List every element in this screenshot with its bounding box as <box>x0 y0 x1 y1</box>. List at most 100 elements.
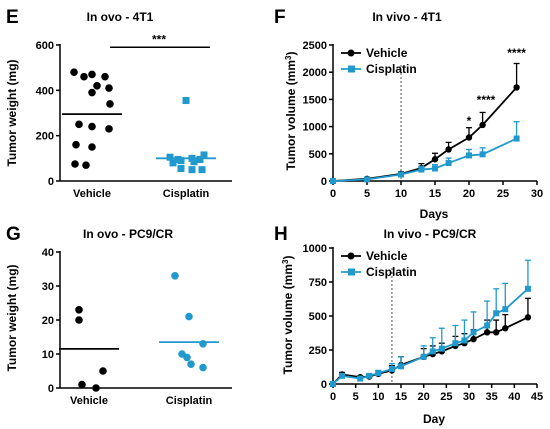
panel-h-y-tick-label: 250 <box>309 345 327 357</box>
panel-e-y-tick-label: 200 <box>36 131 54 143</box>
panel-f-x-tick-label: 15 <box>429 188 441 200</box>
panel-h-point-cisplatin <box>388 366 395 373</box>
panel-e-y-tick-label: 400 <box>36 85 54 97</box>
panel-e-point-vehicle <box>80 72 88 81</box>
panel-h-point-cisplatin <box>493 310 500 317</box>
panel-f-point-vehicle <box>479 121 486 129</box>
panel-e-title: In ovo - 4T1 <box>87 10 154 24</box>
panel-g-point-vehicle <box>99 367 107 375</box>
legend-marker-cisplatin <box>348 268 355 276</box>
panel-g-title: In ovo - PC9/CR <box>83 227 173 241</box>
panel-e-point-vehicle <box>82 161 90 169</box>
panel-g-y-tick-label: 30 <box>42 281 54 293</box>
panel-g-point-vehicle <box>75 316 83 324</box>
panel-f-significance-label: **** <box>507 46 526 60</box>
panel-h-point-cisplatin <box>366 372 373 379</box>
legend-label-cisplatin: Cisplatin <box>366 62 417 76</box>
panel-h-point-cisplatin <box>502 306 509 313</box>
panel-g-point-vehicle <box>75 306 83 314</box>
panel-g-point-cisplatin <box>185 312 193 321</box>
panel-e-point-cisplatin <box>190 158 198 166</box>
panel-h-x-tick-label: 30 <box>463 391 475 403</box>
legend-label-vehicle: Vehicle <box>366 46 408 60</box>
panel-e-y-axis-label: Tumor weight (mg) <box>5 59 19 166</box>
panel-f-point-cisplatin <box>466 152 472 159</box>
panel-h-x-axis-label: Day <box>423 412 445 426</box>
panel-f-significance-label: * <box>467 114 472 128</box>
panel-f-x-tick-label: 20 <box>463 188 475 200</box>
panel-f-x-tick-label: 30 <box>531 188 543 200</box>
panel-f-x-tick-label: 25 <box>497 188 509 200</box>
panel-h-x-tick-label: 15 <box>395 391 407 403</box>
panel-e-point-cisplatin <box>177 165 185 173</box>
panel-g-point-cisplatin <box>199 340 207 348</box>
panel-f-y-tick-label: 0 <box>321 176 327 188</box>
panel-f-point-cisplatin <box>513 135 520 142</box>
panel-h-x-tick-label: 10 <box>372 391 384 403</box>
legend-marker-cisplatin <box>348 65 355 73</box>
panel-f-significance-label: **** <box>477 93 496 107</box>
panel-e-point-vehicle <box>88 122 96 131</box>
panel-h-point-cisplatin <box>429 348 436 355</box>
panel-h-x-tick-label: 0 <box>330 391 336 403</box>
panel-f-x-tick-label: 10 <box>395 188 407 200</box>
panel-e-point-cisplatin <box>196 155 204 163</box>
panel-h-point-vehicle <box>483 329 491 336</box>
panel-h-point-cisplatin <box>470 329 477 336</box>
panel-g-y-tick-label: 0 <box>48 383 54 395</box>
legend-marker-vehicle <box>347 49 355 57</box>
panel-g-point-cisplatin <box>187 360 195 369</box>
panel-h-point-vehicle <box>502 325 509 332</box>
panel-h-point-vehicle <box>493 329 500 336</box>
panel-h-x-tick-label: 40 <box>508 391 520 403</box>
panel-f-point-vehicle <box>465 134 473 141</box>
panel-e-point-vehicle <box>106 100 114 108</box>
panel-f-y-tick-label: 1500 <box>303 94 327 106</box>
panel-f-y-tick-label: 1000 <box>303 122 327 134</box>
panel-e-point-vehicle <box>101 72 109 81</box>
panel-f-y-axis-label-main: Tumor volume (mm <box>284 60 298 170</box>
panel-f-point-vehicle <box>431 156 439 163</box>
panel-h-title: In vivo - PC9/CR <box>384 227 477 241</box>
panel-g-x-category-label: Cisplatin <box>166 395 213 407</box>
panel-h-point-cisplatin <box>524 285 531 292</box>
panel-f-point-cisplatin <box>418 166 425 173</box>
panel-h-point-cisplatin <box>452 340 459 347</box>
panel-g-point-cisplatin <box>199 363 207 372</box>
panel-e-point-vehicle <box>105 125 113 133</box>
panel-f-point-cisplatin <box>398 171 404 178</box>
panel-e: E In ovo - 4T1 Tumor weight (mg) 0 200 400… <box>5 7 232 200</box>
panel-g-point-vehicle <box>92 384 100 392</box>
panel-h-x-tick-label: 45 <box>531 391 543 403</box>
panel-e-y-tick-label: 0 <box>48 176 54 188</box>
panel-h-x-tick-label: 25 <box>440 391 452 403</box>
panel-e-point-vehicle <box>93 82 101 90</box>
legend-label-cisplatin: Cisplatin <box>366 265 417 279</box>
panel-e-point-vehicle <box>88 70 96 79</box>
legend-label-vehicle: Vehicle <box>366 249 408 263</box>
panel-f-y-axis-label: Tumor volume (mm3) <box>284 52 298 171</box>
panel-g-y-tick-label: 20 <box>42 315 54 327</box>
panel-f-y-tick-label: 500 <box>309 149 327 161</box>
panel-f-series-line-cisplatin <box>332 137 517 182</box>
panel-h-y-axis-label: Tumor volume (mm3) <box>281 256 295 375</box>
panel-h-y-tick-label: 0 <box>321 379 327 391</box>
panel-e-letter: E <box>6 7 19 28</box>
panel-g: G In ovo - PC9/CR Tumor weight (mg) 0 10 2… <box>5 224 232 407</box>
panel-f-point-vehicle <box>445 146 452 153</box>
panel-h-x-tick-label: 20 <box>418 391 430 403</box>
panel-h-point-vehicle <box>524 314 532 321</box>
panel-e-point-vehicle <box>75 120 83 129</box>
panel-f-x-tick-label: 0 <box>330 188 336 200</box>
panel-e-point-cisplatin <box>166 153 174 161</box>
panel-g-y-tick-label: 40 <box>42 247 54 259</box>
panel-e-point-vehicle <box>70 68 78 76</box>
panel-f-point-cisplatin <box>479 151 486 158</box>
panel-f-point-vehicle <box>513 84 520 91</box>
panel-g-letter: G <box>6 224 21 245</box>
panel-h-y-axis-label-close: ) <box>281 256 295 260</box>
panel-h-series-line-cisplatin <box>332 288 529 385</box>
panel-g-y-axis-label: Tumor weight (mg) <box>5 264 19 371</box>
panel-f-x-axis-label: Days <box>420 207 449 221</box>
panel-h-y-tick-label: 500 <box>309 311 327 323</box>
